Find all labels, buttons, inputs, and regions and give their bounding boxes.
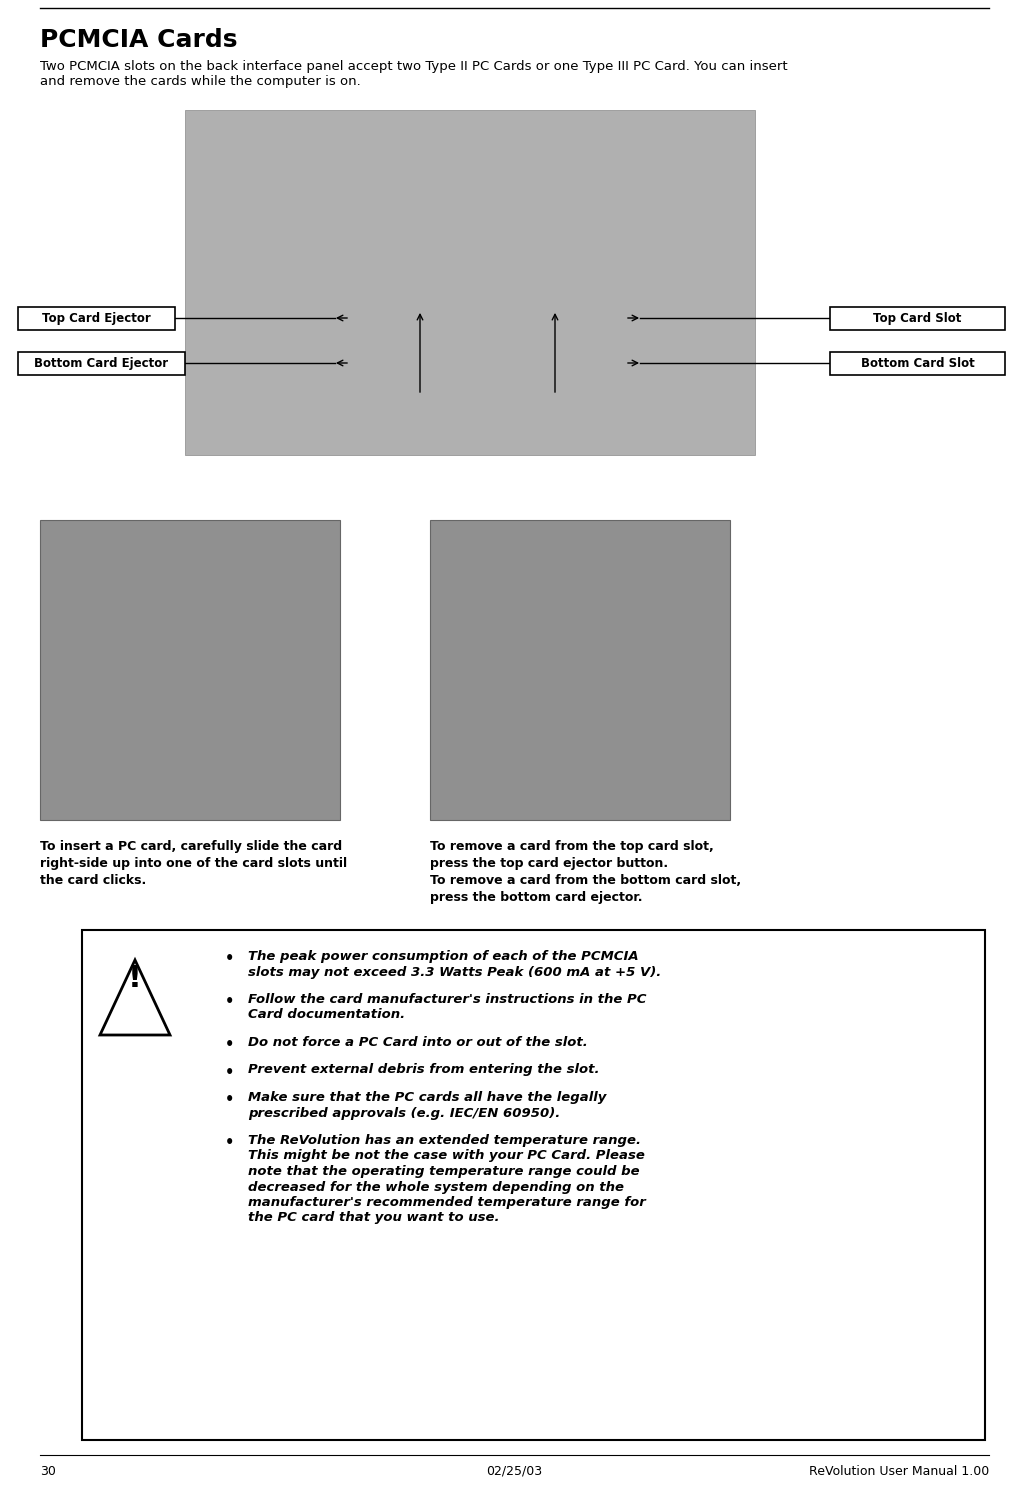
Text: manufacturer's recommended temperature range for: manufacturer's recommended temperature r… — [248, 1195, 646, 1209]
Text: •: • — [225, 1135, 235, 1150]
Text: •: • — [225, 1092, 235, 1107]
Text: PCMCIA Cards: PCMCIA Cards — [40, 28, 238, 52]
Bar — [17, 352, 185, 375]
Text: The peak power consumption of each of the PCMCIA: The peak power consumption of each of th… — [248, 950, 639, 963]
Bar — [185, 111, 755, 455]
Text: •: • — [225, 1037, 235, 1052]
Bar — [82, 931, 985, 1441]
Text: Bottom Card Slot: Bottom Card Slot — [860, 358, 974, 370]
Text: the PC card that you want to use.: the PC card that you want to use. — [248, 1212, 499, 1225]
Text: Make sure that the PC cards all have the legally: Make sure that the PC cards all have the… — [248, 1091, 606, 1104]
Text: •: • — [225, 993, 235, 1008]
Text: !: ! — [128, 965, 142, 993]
Text: prescribed approvals (e.g. IEC/EN 60950).: prescribed approvals (e.g. IEC/EN 60950)… — [248, 1107, 560, 1119]
Text: To remove a card from the bottom card slot,: To remove a card from the bottom card sl… — [430, 874, 741, 887]
Bar — [40, 521, 340, 820]
Text: right-side up into one of the card slots until: right-side up into one of the card slots… — [40, 857, 347, 871]
Text: Bottom Card Ejector: Bottom Card Ejector — [34, 358, 169, 370]
Text: •: • — [225, 1065, 235, 1080]
Text: press the top card ejector button.: press the top card ejector button. — [430, 857, 668, 871]
Bar — [830, 352, 1005, 375]
Text: 30: 30 — [40, 1465, 56, 1478]
Bar — [17, 307, 175, 331]
Bar — [430, 521, 730, 820]
Text: ReVolution User Manual 1.00: ReVolution User Manual 1.00 — [809, 1465, 989, 1478]
Text: Prevent external debris from entering the slot.: Prevent external debris from entering th… — [248, 1064, 600, 1077]
Text: Card documentation.: Card documentation. — [248, 1008, 405, 1022]
Text: To remove a card from the top card slot,: To remove a card from the top card slot, — [430, 839, 714, 853]
Text: Top Card Ejector: Top Card Ejector — [42, 313, 151, 325]
Text: the card clicks.: the card clicks. — [40, 874, 146, 887]
Text: This might be not the case with your PC Card. Please: This might be not the case with your PC … — [248, 1149, 645, 1162]
Text: decreased for the whole system depending on the: decreased for the whole system depending… — [248, 1180, 624, 1194]
Polygon shape — [100, 960, 170, 1035]
Text: Top Card Slot: Top Card Slot — [874, 313, 962, 325]
Bar — [830, 307, 1005, 331]
Text: •: • — [225, 951, 235, 966]
Text: note that the operating temperature range could be: note that the operating temperature rang… — [248, 1165, 640, 1177]
Text: The ReVolution has an extended temperature range.: The ReVolution has an extended temperatu… — [248, 1134, 641, 1147]
Text: Two PCMCIA slots on the back interface panel accept two Type II PC Cards or one : Two PCMCIA slots on the back interface p… — [40, 60, 787, 88]
Text: slots may not exceed 3.3 Watts Peak (600 mA at +5 V).: slots may not exceed 3.3 Watts Peak (600… — [248, 965, 662, 978]
Text: To insert a PC card, carefully slide the card: To insert a PC card, carefully slide the… — [40, 839, 342, 853]
Text: press the bottom card ejector.: press the bottom card ejector. — [430, 892, 642, 904]
Text: Follow the card manufacturer's instructions in the PC: Follow the card manufacturer's instructi… — [248, 993, 646, 1005]
Text: 02/25/03: 02/25/03 — [487, 1465, 542, 1478]
Text: Do not force a PC Card into or out of the slot.: Do not force a PC Card into or out of th… — [248, 1037, 588, 1049]
